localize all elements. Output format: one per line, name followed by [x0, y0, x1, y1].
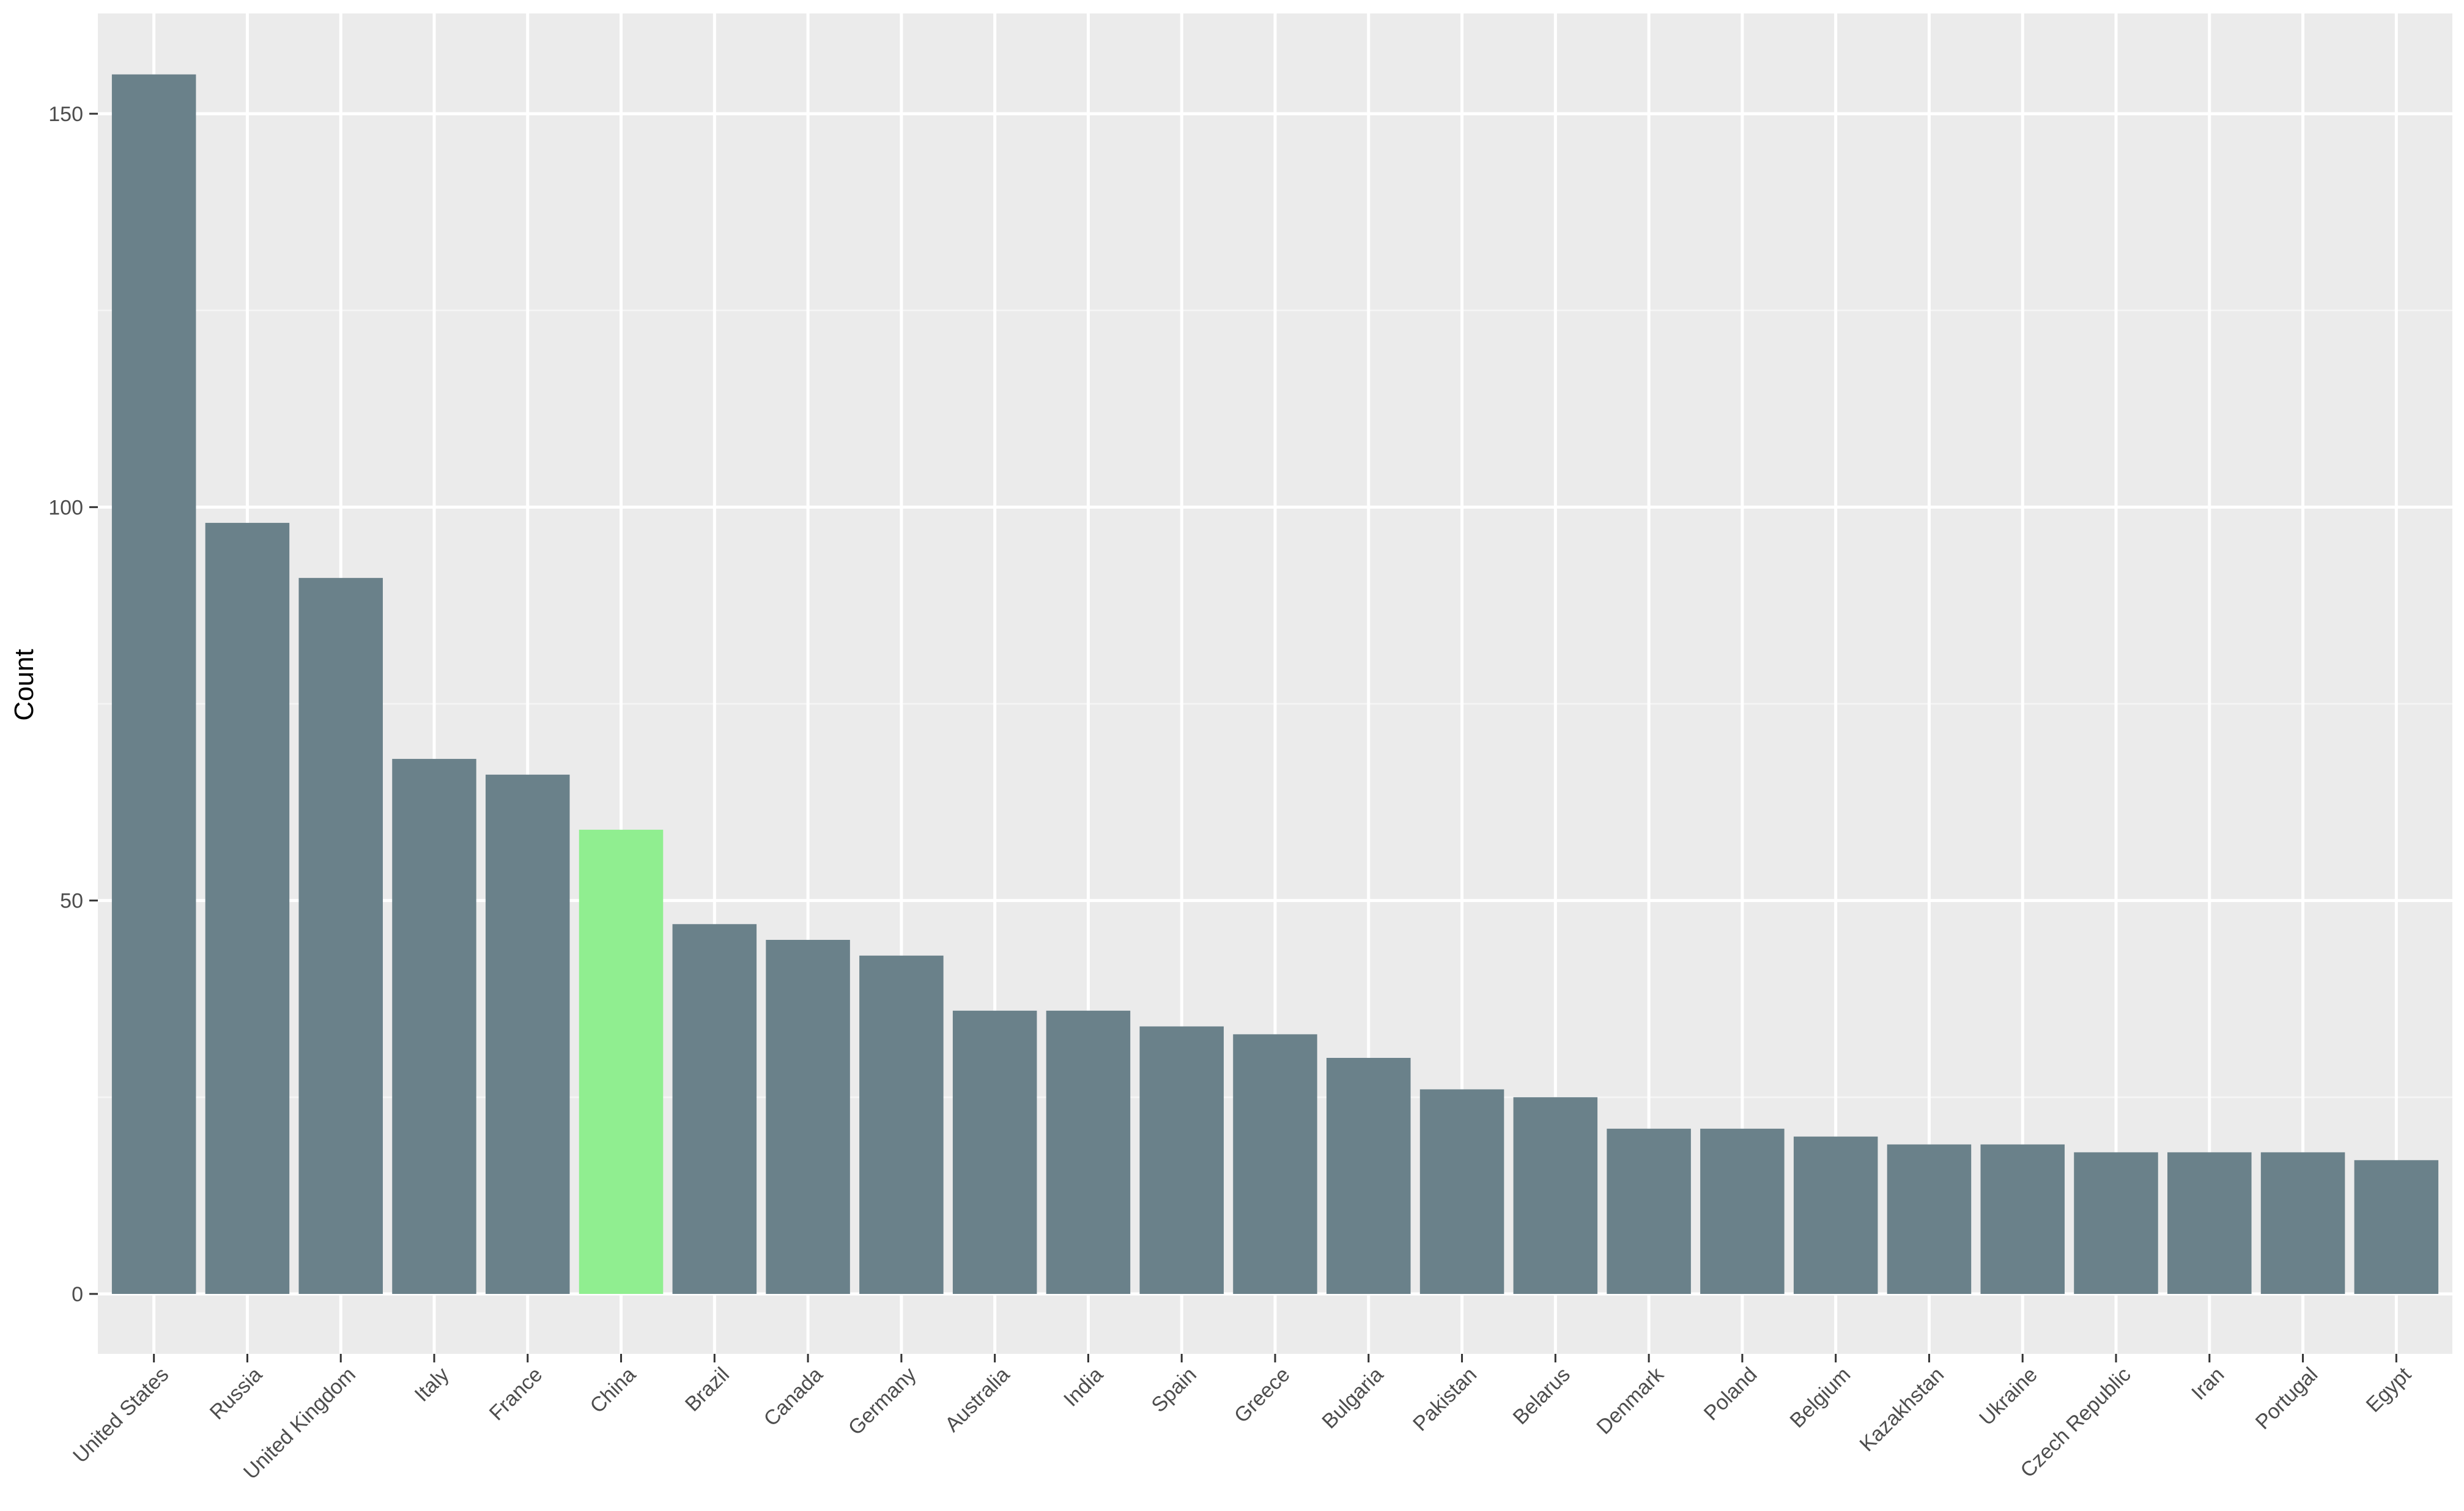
- y-tick-label: 100: [48, 496, 83, 519]
- bar-india: [1046, 1010, 1131, 1294]
- bar-united-kingdom: [298, 578, 383, 1295]
- bar-kazakhstan: [1887, 1144, 1972, 1294]
- bar-poland: [1700, 1128, 1785, 1294]
- bar-china: [579, 829, 664, 1294]
- y-tick-label: 0: [72, 1283, 83, 1306]
- bar-portugal: [2260, 1152, 2345, 1294]
- bar-spain: [1139, 1026, 1224, 1294]
- y-axis: 0 50 100 150: [48, 103, 98, 1306]
- bar-germany: [859, 955, 944, 1294]
- bar-france: [486, 774, 570, 1294]
- bar-denmark: [1607, 1128, 1691, 1294]
- bar-ukraine: [1980, 1144, 2065, 1294]
- bar-united-states: [111, 74, 196, 1295]
- bar-italy: [392, 759, 476, 1294]
- bar-belgium: [1793, 1136, 1878, 1294]
- y-tick-label: 50: [60, 890, 83, 913]
- bar-iran: [2167, 1152, 2252, 1294]
- bar-greece: [1233, 1034, 1317, 1294]
- bar-pakistan: [1419, 1089, 1504, 1294]
- bar-belarus: [1513, 1097, 1598, 1294]
- bar-brazil: [672, 924, 757, 1294]
- bar-australia: [952, 1010, 1037, 1294]
- bar-russia: [205, 523, 290, 1294]
- bar-egypt: [2354, 1160, 2439, 1294]
- bar-bulgaria: [1326, 1058, 1411, 1294]
- bar-czech-republic: [2074, 1152, 2158, 1294]
- bar-canada: [766, 940, 850, 1294]
- y-axis-title: Count: [9, 649, 39, 720]
- bars: [111, 74, 2439, 1295]
- y-tick-label: 150: [48, 103, 83, 126]
